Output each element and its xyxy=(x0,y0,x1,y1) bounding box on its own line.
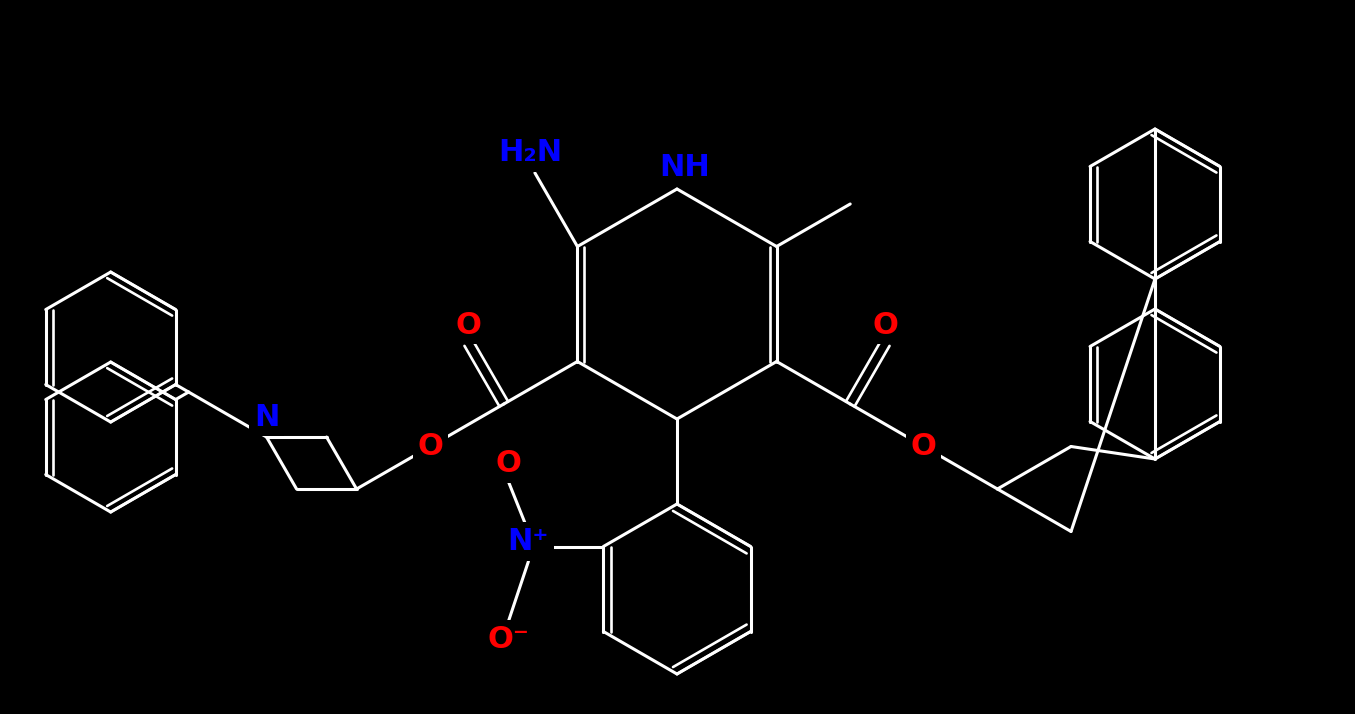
Text: O: O xyxy=(417,432,443,461)
Text: N: N xyxy=(253,403,279,431)
Text: O: O xyxy=(911,432,936,461)
Text: O⁻: O⁻ xyxy=(488,625,530,654)
Text: O: O xyxy=(496,449,522,478)
Text: H₂N: H₂N xyxy=(497,139,562,167)
Text: NH: NH xyxy=(660,153,710,181)
Text: O: O xyxy=(455,311,482,340)
Text: O: O xyxy=(873,311,898,340)
Text: N⁺: N⁺ xyxy=(508,527,549,556)
